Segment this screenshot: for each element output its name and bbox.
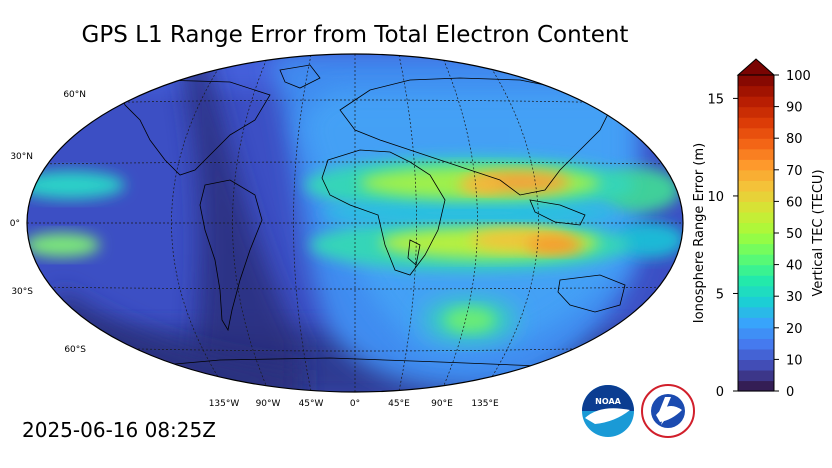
lat-label-0: 0° — [10, 219, 20, 229]
colorbar-band — [738, 148, 774, 160]
colorbar-band — [738, 169, 774, 181]
colorbar-max-extend-arrow — [736, 58, 776, 76]
noaa-logo: NOAA — [582, 385, 634, 437]
map-title: GPS L1 Range Error from Total Electron C… — [81, 22, 629, 48]
colorbar-band — [738, 106, 774, 118]
globe-border — [26, 53, 684, 393]
colorbar-band — [738, 75, 774, 87]
lat-label-30s: 30°S — [11, 287, 33, 297]
colorbar-left-axis-label: Ionosphere Range Error (m) — [692, 143, 707, 323]
colorbar-band — [738, 380, 774, 392]
lon-label-0: 0° — [350, 399, 360, 409]
colorbar-band — [738, 338, 774, 350]
colorbar-band — [738, 138, 774, 150]
colorbar-right-tick-label: 90 — [786, 101, 803, 116]
colorbar-right-tick-label: 50 — [786, 227, 803, 242]
colorbar-band — [738, 296, 774, 308]
colorbar-right-tick-label: 70 — [786, 164, 803, 179]
lon-label-90w: 90°W — [256, 399, 281, 409]
colorbar-band — [738, 233, 774, 245]
colorbar-band — [738, 327, 774, 339]
colorbar-right-tick-label: 30 — [786, 290, 803, 305]
colorbar-band — [738, 285, 774, 297]
colorbar-right-tick-label: 60 — [786, 195, 803, 210]
colorbar-right-tick-label: 20 — [786, 322, 803, 337]
lon-label-135e: 135°E — [471, 399, 499, 409]
colorbar-band — [738, 180, 774, 192]
colorbar-right-tick-label: 100 — [786, 69, 811, 84]
noaa-logo-text: NOAA — [595, 397, 621, 406]
colorbar-band — [738, 201, 774, 213]
colorbar-left-tick-label: 0 — [716, 385, 724, 400]
colorbar-band — [738, 127, 774, 139]
colorbar-left-tick-label: 5 — [716, 287, 724, 302]
colorbar-band — [738, 211, 774, 224]
colorbar-band — [738, 275, 774, 287]
colorbar-right-axis-label: Vertical TEC (TECU) — [811, 169, 826, 296]
colorbar-band — [738, 190, 774, 202]
lon-label-45w: 45°W — [299, 399, 324, 409]
timestamp: 2025-06-16 08:25Z — [22, 418, 216, 442]
colorbar-right-tick-label: 0 — [786, 385, 794, 400]
colorbar-band — [738, 159, 774, 171]
lon-label-135w: 135°W — [209, 399, 240, 409]
colorbar-band — [738, 117, 774, 129]
colorbar-band — [738, 317, 774, 329]
colorbar-band — [738, 243, 774, 255]
colorbar-left-tick-label: 10 — [707, 190, 724, 205]
colorbar-band — [738, 264, 774, 276]
colorbar-left-tick-label: 15 — [707, 92, 724, 107]
colorbar-right-tick-label: 40 — [786, 259, 803, 274]
lat-label-60n: 60°N — [63, 90, 86, 100]
colorbar-band — [738, 359, 774, 371]
lat-label-60s: 60°S — [64, 345, 86, 355]
colorbar-band — [738, 348, 774, 360]
colorbar-band — [738, 85, 774, 97]
colorbar-band — [738, 369, 774, 382]
colorbar-band — [738, 306, 774, 318]
colorbar-band — [738, 254, 774, 266]
lon-label-90e: 90°E — [431, 399, 453, 409]
lon-label-45e: 45°E — [388, 399, 410, 409]
colorbar-right-tick-label: 80 — [786, 132, 803, 147]
colorbar-band — [738, 222, 774, 234]
colorbar-right-tick-label: 10 — [786, 353, 803, 368]
colorbar-band — [738, 96, 774, 108]
nws-logo — [641, 384, 695, 438]
lat-label-30n: 30°N — [10, 152, 33, 162]
